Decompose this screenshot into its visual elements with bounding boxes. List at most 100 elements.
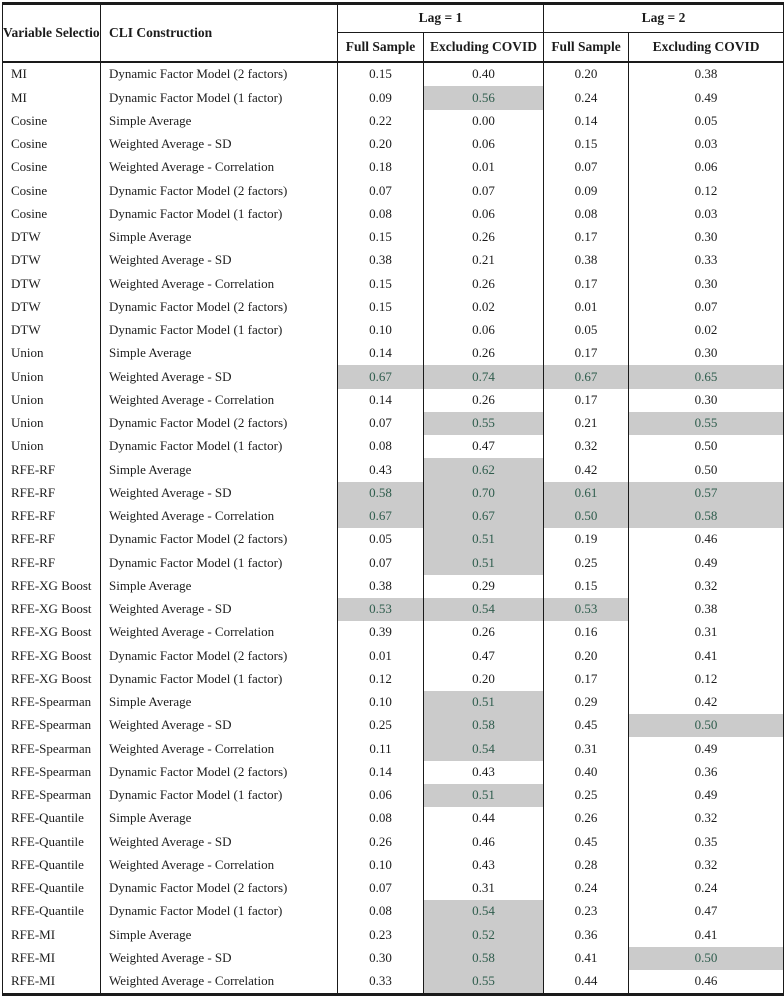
value-cell: 0.15 xyxy=(337,62,424,87)
value-cell: 0.30 xyxy=(628,272,784,296)
value-cell: 0.49 xyxy=(628,737,784,761)
table-row: RFE-Quantile Weighted Average - Correlati… xyxy=(2,853,784,877)
table-row: RFE-MI Simple Average 0.23 0.52 0.36 0.41 xyxy=(2,923,784,947)
cli-construction-cell: Dynamic Factor Model (1 factor) xyxy=(100,667,338,691)
variable-selection-cell: RFE-MI xyxy=(2,923,101,947)
value-cell: 0.28 xyxy=(543,853,629,877)
table-row: RFE-Spearman Dynamic Factor Model (1 fact… xyxy=(2,783,784,807)
table-row: RFE-Spearman Simple Average 0.10 0.51 0.29 0.… xyxy=(2,690,784,714)
value-cell: 0.07 xyxy=(337,876,424,900)
cli-construction-cell: Weighted Average - SD xyxy=(100,481,338,505)
value-cell: 0.10 xyxy=(337,318,424,342)
value-cell: 0.23 xyxy=(543,900,629,924)
cli-construction-cell: Weighted Average - Correlation xyxy=(100,388,338,412)
value-cell: 0.06 xyxy=(422,318,544,342)
value-cell: 0.07 xyxy=(337,551,424,575)
value-cell-highlighted: 0.62 xyxy=(422,458,544,482)
value-cell: 0.49 xyxy=(628,86,784,110)
variable-selection-cell: Union xyxy=(2,388,101,412)
value-cell-highlighted: 0.58 xyxy=(422,946,544,970)
value-cell: 0.14 xyxy=(337,388,424,412)
variable-selection-cell: RFE-XG Boost xyxy=(2,574,101,598)
value-cell: 0.47 xyxy=(628,900,784,924)
value-cell: 0.07 xyxy=(422,179,544,203)
value-cell: 0.21 xyxy=(422,249,544,273)
value-cell: 0.36 xyxy=(543,923,629,947)
value-cell: 0.18 xyxy=(337,156,424,180)
cli-construction-cell: Simple Average xyxy=(100,458,338,482)
value-cell: 0.07 xyxy=(543,156,629,180)
value-cell: 0.17 xyxy=(543,225,629,249)
value-cell: 0.03 xyxy=(628,132,784,156)
value-cell-highlighted: 0.65 xyxy=(628,365,784,389)
value-cell: 0.20 xyxy=(543,62,629,87)
value-cell: 0.36 xyxy=(628,760,784,784)
header-lag2-excluding-covid: Excluding COVID xyxy=(628,32,784,63)
value-cell: 0.32 xyxy=(628,574,784,598)
variable-selection-cell: MI xyxy=(2,86,101,110)
value-cell: 0.08 xyxy=(337,435,424,459)
header-lag2: Lag = 2 xyxy=(543,3,784,33)
variable-selection-cell: Union xyxy=(2,411,101,435)
value-cell: 0.12 xyxy=(628,667,784,691)
cli-construction-cell: Dynamic Factor Model (2 factors) xyxy=(100,876,338,900)
cli-construction-cell: Weighted Average - Correlation xyxy=(100,621,338,645)
value-cell: 0.24 xyxy=(543,86,629,110)
table-row: DTW Dynamic Factor Model (2 factors) 0.15 0… xyxy=(2,295,784,319)
cli-construction-cell: Weighted Average - Correlation xyxy=(100,969,338,995)
value-cell: 0.17 xyxy=(543,342,629,366)
value-cell: 0.42 xyxy=(628,690,784,714)
cli-construction-cell: Simple Average xyxy=(100,923,338,947)
cli-construction-cell: Simple Average xyxy=(100,690,338,714)
cli-construction-cell: Weighted Average - Correlation xyxy=(100,156,338,180)
value-cell-highlighted: 0.56 xyxy=(422,86,544,110)
value-cell-highlighted: 0.55 xyxy=(422,411,544,435)
value-cell: 0.38 xyxy=(337,249,424,273)
value-cell: 0.45 xyxy=(543,830,629,854)
value-cell: 0.32 xyxy=(628,807,784,831)
variable-selection-cell: RFE-Quantile xyxy=(2,876,101,900)
value-cell: 0.44 xyxy=(543,969,629,995)
value-cell-highlighted: 0.70 xyxy=(422,481,544,505)
value-cell-highlighted: 0.67 xyxy=(337,365,424,389)
value-cell: 0.43 xyxy=(337,458,424,482)
value-cell-highlighted: 0.50 xyxy=(628,714,784,738)
value-cell: 0.12 xyxy=(337,667,424,691)
table-row: MI Dynamic Factor Model (1 factor) 0.09 0.5… xyxy=(2,86,784,110)
cli-construction-cell: Dynamic Factor Model (2 factors) xyxy=(100,179,338,203)
value-cell: 0.26 xyxy=(422,225,544,249)
value-cell: 0.15 xyxy=(543,574,629,598)
value-cell: 0.35 xyxy=(628,830,784,854)
variable-selection-cell: Cosine xyxy=(2,202,101,226)
value-cell: 0.19 xyxy=(543,528,629,552)
header-lag2-full-sample: Full Sample xyxy=(543,32,629,63)
variable-selection-cell: RFE-Spearman xyxy=(2,760,101,784)
table-row: RFE-MI Weighted Average - Correlation 0.33… xyxy=(2,969,784,995)
value-cell-highlighted: 0.51 xyxy=(422,551,544,575)
value-cell: 0.11 xyxy=(337,737,424,761)
variable-selection-cell: Cosine xyxy=(2,156,101,180)
value-cell: 0.38 xyxy=(628,597,784,621)
table-row: DTW Dynamic Factor Model (1 factor) 0.10 0.… xyxy=(2,318,784,342)
variable-selection-cell: RFE-XG Boost xyxy=(2,667,101,691)
cli-construction-cell: Dynamic Factor Model (1 factor) xyxy=(100,318,338,342)
variable-selection-cell: Cosine xyxy=(2,109,101,133)
value-cell: 0.14 xyxy=(337,760,424,784)
value-cell: 0.42 xyxy=(543,458,629,482)
value-cell: 0.43 xyxy=(422,760,544,784)
value-cell: 0.26 xyxy=(337,830,424,854)
value-cell: 0.29 xyxy=(422,574,544,598)
variable-selection-cell: RFE-MI xyxy=(2,969,101,995)
table-row: Cosine Dynamic Factor Model (2 factors) 0.… xyxy=(2,179,784,203)
table-row: RFE-MI Weighted Average - SD 0.30 0.58 0.41 0… xyxy=(2,946,784,970)
variable-selection-cell: DTW xyxy=(2,318,101,342)
value-cell-highlighted: 0.57 xyxy=(628,481,784,505)
value-cell-highlighted: 0.54 xyxy=(422,900,544,924)
cli-construction-cell: Weighted Average - SD xyxy=(100,597,338,621)
value-cell: 0.26 xyxy=(422,388,544,412)
value-cell: 0.09 xyxy=(337,86,424,110)
value-cell-highlighted: 0.52 xyxy=(422,923,544,947)
value-cell-highlighted: 0.51 xyxy=(422,783,544,807)
cli-construction-cell: Dynamic Factor Model (2 factors) xyxy=(100,62,338,87)
